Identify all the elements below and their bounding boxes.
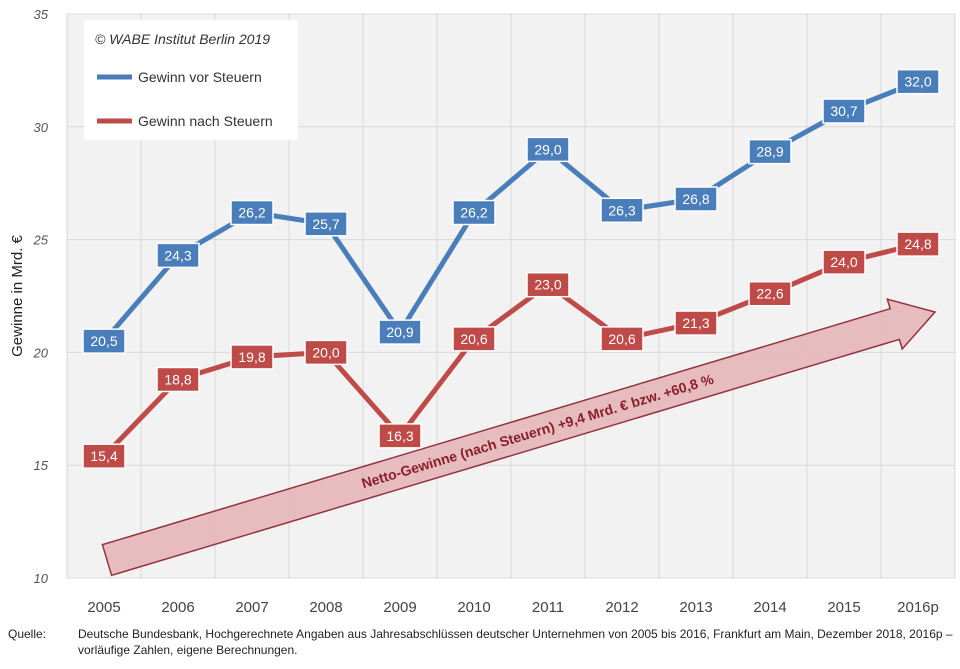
data-label: 22,6 <box>756 286 783 302</box>
data-label: 23,0 <box>534 277 561 293</box>
legend-label: Gewinn vor Steuern <box>138 69 262 85</box>
data-label: 20,6 <box>608 331 635 347</box>
data-point-marker <box>304 339 348 366</box>
data-label: 29,0 <box>534 141 561 157</box>
data-label: 26,2 <box>238 205 265 221</box>
data-label: 20,6 <box>460 331 487 347</box>
x-tick-label: 2009 <box>383 599 416 616</box>
y-tick-label: 10 <box>34 571 49 586</box>
x-tick-label: 2011 <box>532 599 564 616</box>
data-point-marker <box>748 280 792 307</box>
x-tick-label: 2015 <box>827 599 860 616</box>
data-point-marker <box>600 326 644 352</box>
data-point-marker <box>230 344 274 370</box>
data-point-marker <box>896 231 940 257</box>
data-point-marker <box>156 242 200 269</box>
data-point-marker <box>674 310 718 336</box>
data-point-marker <box>526 136 570 163</box>
data-point-marker <box>822 98 866 124</box>
y-tick-label: 25 <box>33 233 49 248</box>
y-tick-label: 15 <box>34 458 49 473</box>
data-point-marker <box>600 197 644 224</box>
legend-label: Gewinn nach Steuern <box>138 113 273 129</box>
data-label: 26,8 <box>682 191 709 207</box>
data-label: 24,3 <box>164 247 191 263</box>
data-label: 20,5 <box>90 333 117 349</box>
data-point-marker <box>82 328 126 354</box>
x-tick-label: 2014 <box>753 599 786 616</box>
x-tick-label: 2013 <box>679 599 712 616</box>
x-tick-label: 2005 <box>87 599 120 616</box>
data-point-marker <box>526 271 570 298</box>
data-point-marker <box>452 326 496 352</box>
source-label: Quelle: <box>8 627 47 641</box>
data-label: 20,9 <box>386 324 413 340</box>
data-label: 19,8 <box>238 349 265 365</box>
data-point-marker <box>748 138 792 165</box>
x-tick-label: 2006 <box>161 599 194 616</box>
data-label: 26,3 <box>608 202 635 218</box>
data-label: 16,3 <box>386 428 413 444</box>
y-axis-label: Gewinne in Mrd. € <box>9 234 26 356</box>
data-label: 32,0 <box>904 74 931 90</box>
data-point-marker <box>82 443 126 469</box>
x-tick-label: 2008 <box>309 599 342 616</box>
data-point-marker <box>230 199 274 226</box>
copyright-text: © WABE Institut Berlin 2019 <box>95 31 270 47</box>
x-tick-label: 2007 <box>235 599 268 616</box>
data-label: 25,7 <box>312 216 339 232</box>
y-tick-label: 30 <box>34 120 49 135</box>
data-point-marker <box>896 68 940 95</box>
data-label: 24,8 <box>904 236 931 252</box>
data-point-marker <box>304 211 348 237</box>
data-point-marker <box>156 366 200 393</box>
data-label: 30,7 <box>830 103 857 119</box>
data-label: 15,4 <box>90 448 117 464</box>
data-point-marker <box>822 249 866 275</box>
data-point-marker <box>378 423 422 449</box>
data-label: 21,3 <box>682 315 709 331</box>
data-label: 28,9 <box>756 144 783 160</box>
data-point-marker <box>674 186 718 212</box>
data-label: 20,0 <box>312 344 339 360</box>
annotation-arrow <box>101 298 937 577</box>
data-label: 26,2 <box>460 205 487 221</box>
source-text: Deutsche Bundesbank, Hochgerechnete Anga… <box>78 627 953 657</box>
data-point-marker <box>452 199 496 226</box>
data-label: 18,8 <box>164 371 191 387</box>
data-label: 24,0 <box>830 254 857 270</box>
chart-svg: 10 15 20 25 30 35 2005 2006 2007 2008 2009 2010 2011… <box>9 7 956 616</box>
y-tick-label: 20 <box>33 345 49 360</box>
x-tick-label: 2010 <box>457 599 490 616</box>
x-tick-label: 2012 <box>605 599 638 616</box>
y-tick-label: 35 <box>34 7 49 22</box>
x-tick-label: 2016p <box>897 599 939 616</box>
data-point-marker <box>378 319 422 345</box>
